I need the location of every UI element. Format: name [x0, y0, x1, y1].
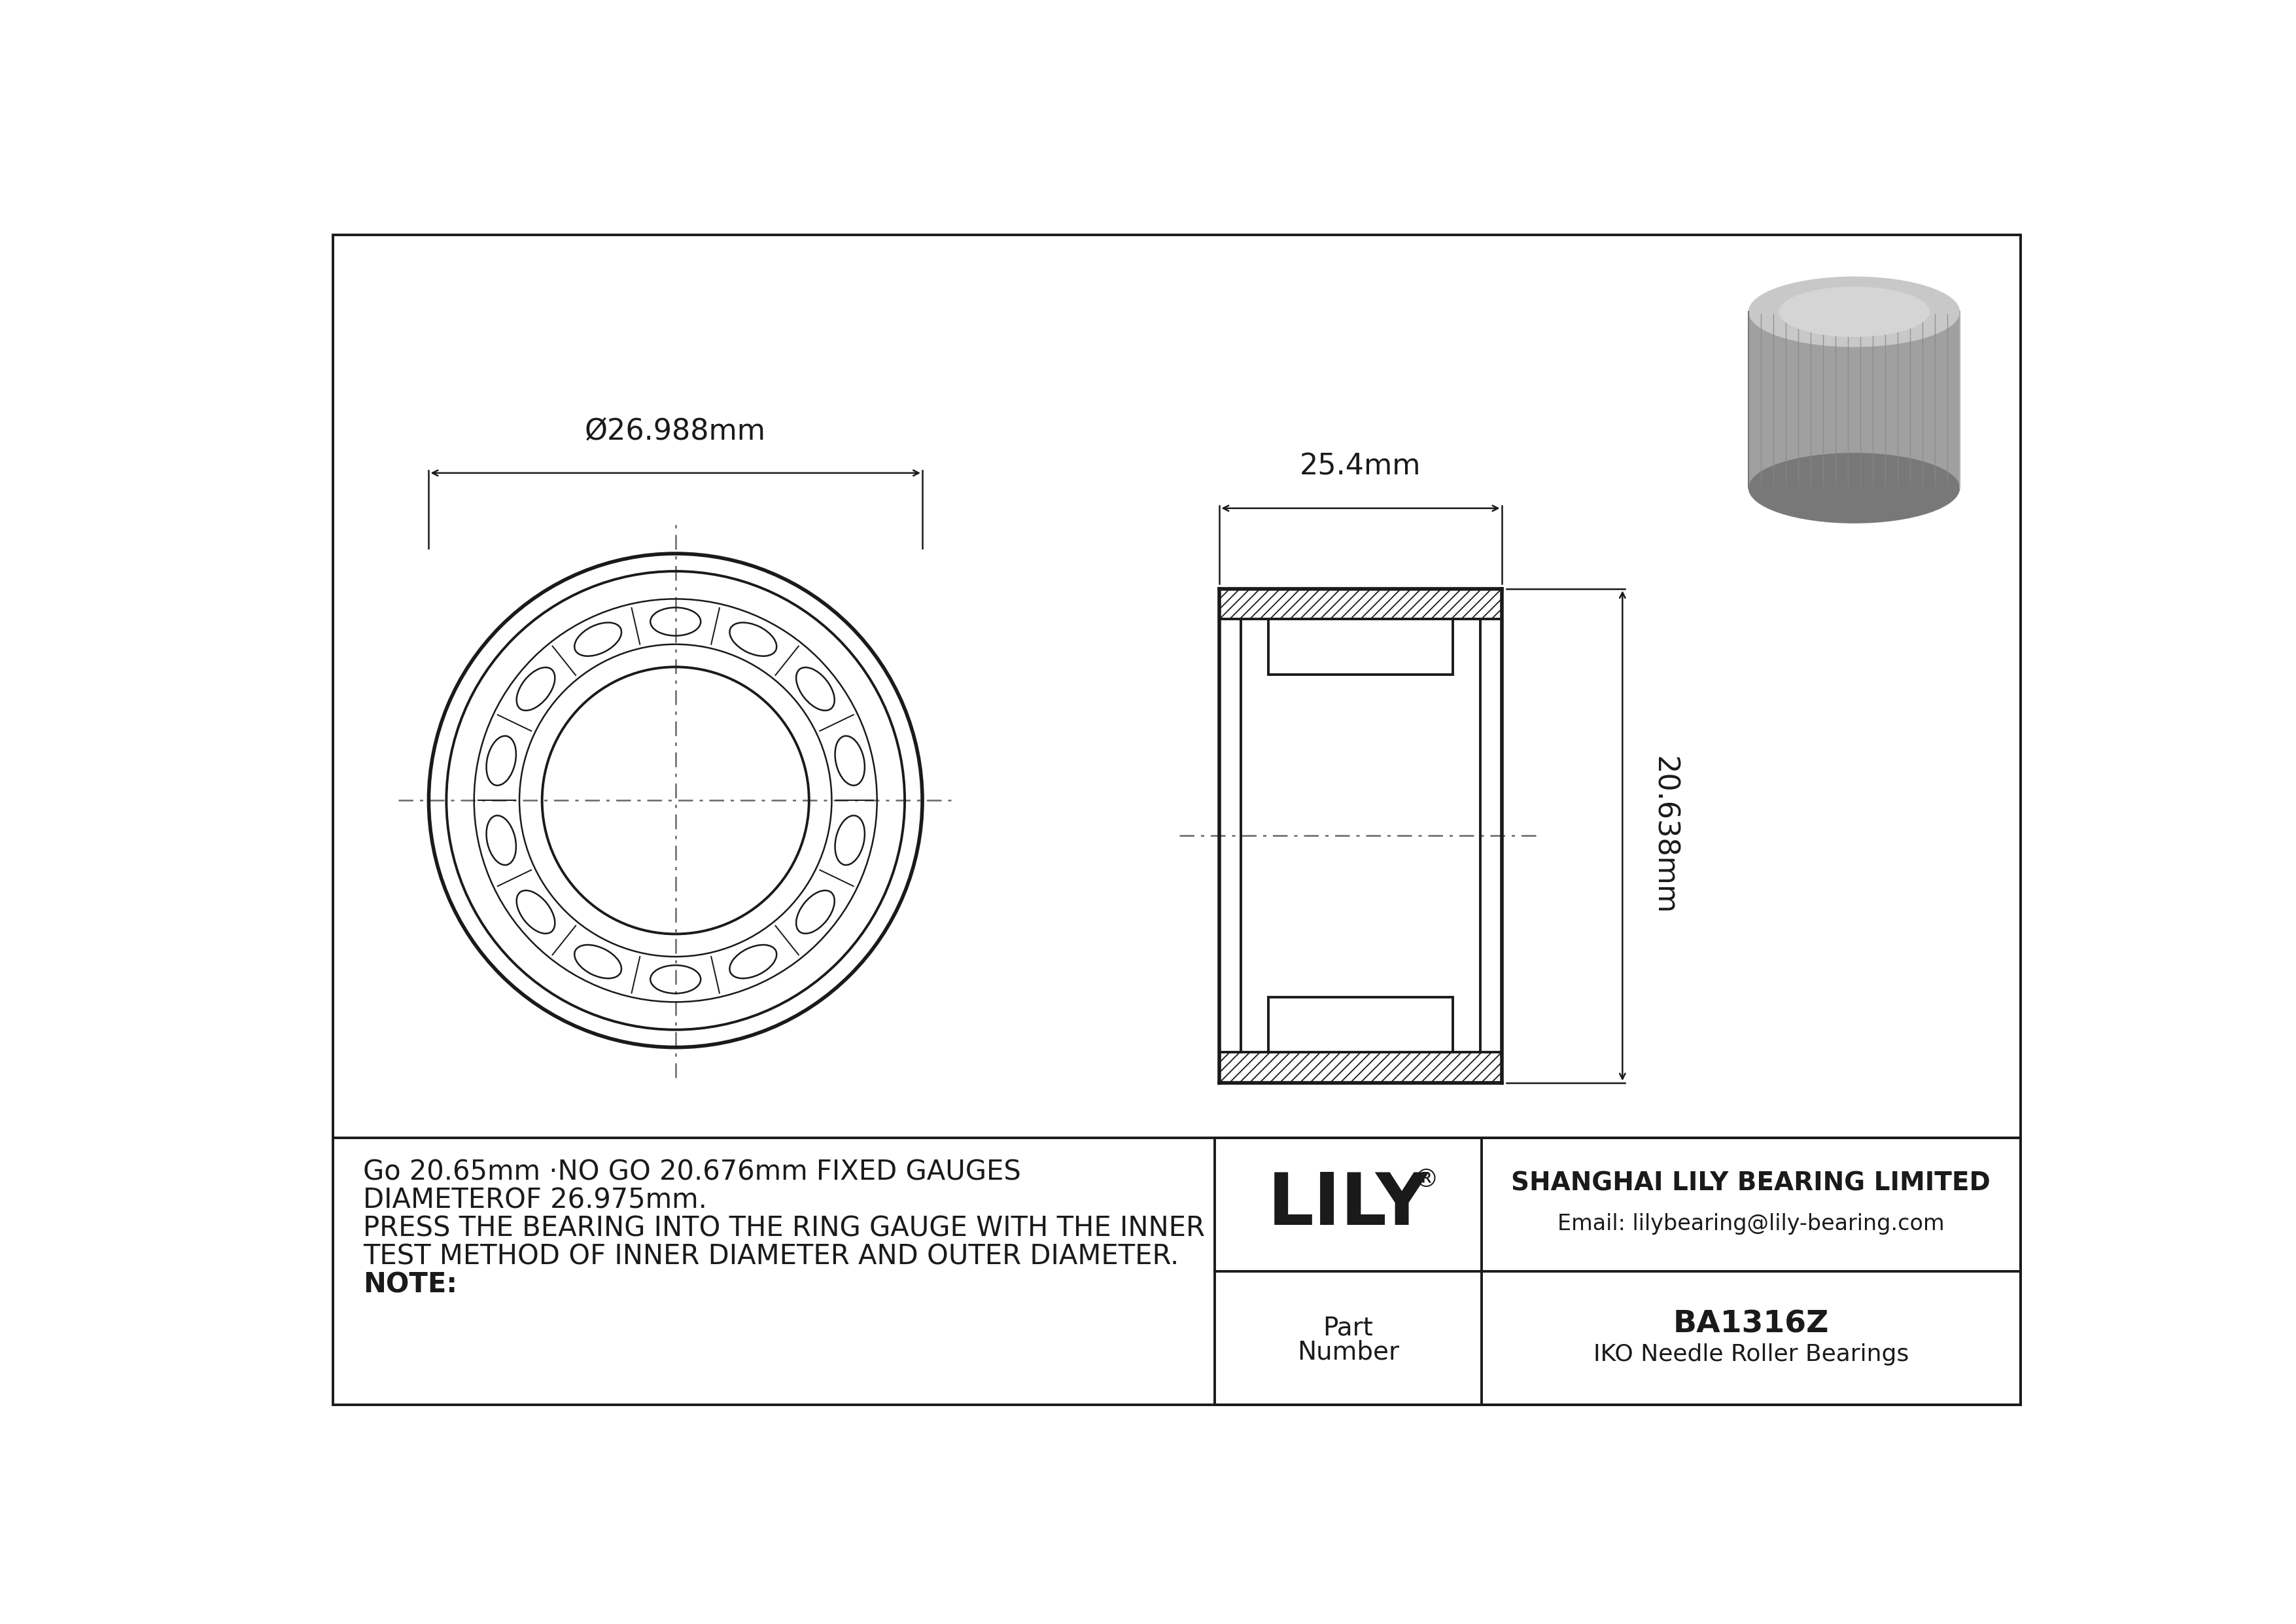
Text: Ø26.988mm: Ø26.988mm	[585, 417, 767, 445]
Text: DIAMETEROF 26.975mm.: DIAMETEROF 26.975mm.	[363, 1187, 707, 1213]
Ellipse shape	[1779, 286, 1929, 336]
Bar	[1747, 312, 1961, 489]
Bar	[1267, 619, 1453, 674]
Text: 25.4mm: 25.4mm	[1300, 453, 1421, 481]
Text: Go 20.65mm ·NO GO 20.676mm FIXED GAUGES: Go 20.65mm ·NO GO 20.676mm FIXED GAUGES	[363, 1158, 1022, 1186]
Text: 20.638mm: 20.638mm	[1651, 757, 1678, 914]
Text: Email: lilybearing@lily-bearing.com: Email: lilybearing@lily-bearing.com	[1557, 1213, 1945, 1234]
Text: NOTE:: NOTE:	[363, 1272, 457, 1299]
Text: Part: Part	[1322, 1315, 1373, 1341]
Text: SHANGHAI LILY BEARING LIMITED: SHANGHAI LILY BEARING LIMITED	[1511, 1171, 1991, 1195]
Ellipse shape	[1747, 276, 1961, 348]
Text: PRESS THE BEARING INTO THE RING GAUGE WITH THE INNER: PRESS THE BEARING INTO THE RING GAUGE WI…	[363, 1215, 1205, 1242]
Bar	[1267, 997, 1453, 1052]
Text: TEST METHOD OF INNER DIAMETER AND OUTER DIAMETER.: TEST METHOD OF INNER DIAMETER AND OUTER …	[363, 1242, 1180, 1270]
Bar	[1215, 1138, 2020, 1405]
Text: BA1316Z: BA1316Z	[1674, 1309, 1830, 1338]
Text: LILY: LILY	[1267, 1169, 1428, 1239]
Text: ®: ®	[1414, 1168, 1440, 1192]
Ellipse shape	[1747, 453, 1961, 523]
Text: Number: Number	[1297, 1340, 1398, 1364]
Text: IKO Needle Roller Bearings: IKO Needle Roller Bearings	[1593, 1343, 1908, 1366]
